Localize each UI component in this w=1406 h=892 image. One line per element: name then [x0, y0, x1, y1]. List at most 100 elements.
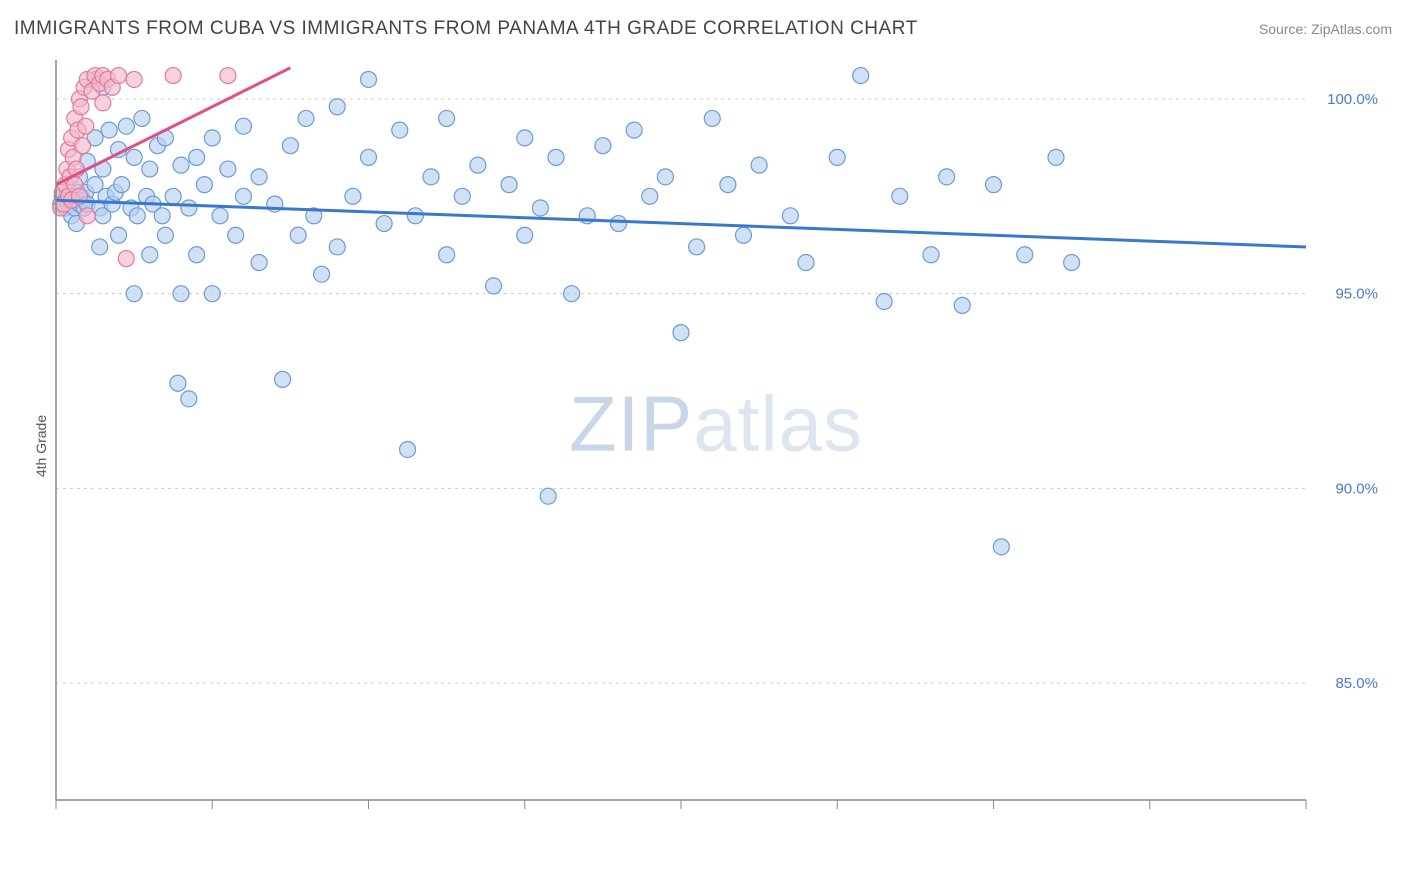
scatter-point: [134, 110, 150, 126]
scatter-point: [361, 149, 377, 165]
scatter-point: [361, 71, 377, 87]
scatter-point: [173, 157, 189, 173]
scatter-point: [282, 138, 298, 154]
scatter-point: [126, 149, 142, 165]
header: IMMIGRANTS FROM CUBA VS IMMIGRANTS FROM …: [14, 18, 1392, 40]
scatter-point: [142, 247, 158, 263]
scatter-point: [114, 177, 130, 193]
scatter-point: [345, 188, 361, 204]
scatter-point: [236, 118, 252, 134]
scatter-point: [704, 110, 720, 126]
source-prefix: Source:: [1259, 21, 1311, 37]
scatter-point: [392, 122, 408, 138]
scatter-point: [798, 255, 814, 271]
scatter-point: [181, 200, 197, 216]
scatter-point: [196, 177, 212, 193]
scatter-point: [118, 251, 134, 267]
scatter-point: [142, 161, 158, 177]
scatter-point: [642, 188, 658, 204]
scatter-point: [993, 539, 1009, 555]
scatter-point: [423, 169, 439, 185]
scatter-point: [220, 68, 236, 84]
scatter-point: [407, 208, 423, 224]
scatter-point: [892, 188, 908, 204]
scatter-point: [782, 208, 798, 224]
y-tick-label: 90.0%: [1335, 480, 1378, 497]
scatter-point: [439, 110, 455, 126]
scatter-point: [111, 227, 127, 243]
scatter-point: [236, 188, 252, 204]
y-tick-label: 95.0%: [1335, 286, 1378, 303]
scatter-point: [720, 177, 736, 193]
scatter-point: [75, 138, 91, 154]
scatter-point: [501, 177, 517, 193]
scatter-point: [189, 247, 205, 263]
scatter-point: [189, 149, 205, 165]
scatter-point: [165, 68, 181, 84]
scatter-point: [251, 169, 267, 185]
scatter-point: [853, 68, 869, 84]
scatter-point: [1064, 255, 1080, 271]
scatter-point: [154, 208, 170, 224]
source-link[interactable]: ZipAtlas.com: [1311, 21, 1392, 37]
scatter-point: [129, 208, 145, 224]
trend-line: [56, 200, 1306, 247]
scatter-point: [517, 227, 533, 243]
y-tick-label: 100.0%: [1327, 91, 1378, 108]
scatter-point: [251, 255, 267, 271]
scatter-point: [400, 441, 416, 457]
scatter-point: [486, 278, 502, 294]
page-title: IMMIGRANTS FROM CUBA VS IMMIGRANTS FROM …: [14, 18, 918, 40]
source-attribution: Source: ZipAtlas.com: [1259, 21, 1392, 37]
scatter-point: [548, 149, 564, 165]
scatter-point: [673, 325, 689, 341]
scatter-point: [290, 227, 306, 243]
scatter-point: [564, 286, 580, 302]
scatter-point: [454, 188, 470, 204]
scatter-point: [126, 71, 142, 87]
y-tick-label: 85.0%: [1335, 675, 1378, 692]
scatter-point: [1048, 149, 1064, 165]
scatter-point: [517, 130, 533, 146]
scatter-point: [212, 208, 228, 224]
scatter-point: [954, 297, 970, 313]
scatter-point: [95, 95, 111, 111]
scatter-point: [298, 110, 314, 126]
scatter-point: [275, 371, 291, 387]
scatter-point: [611, 216, 627, 232]
scatter-point: [79, 208, 95, 224]
scatter-point: [170, 375, 186, 391]
scatter-point: [204, 286, 220, 302]
scatter-chart: 85.0% 90.0% 95.0% 100.0%: [46, 50, 1386, 830]
scatter-point: [220, 161, 236, 177]
scatter-point: [181, 391, 197, 407]
chart-area: 85.0%90.0%95.0%100.0% ZIPatlas: [46, 50, 1386, 830]
scatter-point: [986, 177, 1002, 193]
scatter-point: [204, 130, 220, 146]
scatter-point: [228, 227, 244, 243]
scatter-point: [532, 200, 548, 216]
scatter-point: [111, 68, 127, 84]
scatter-point: [101, 122, 117, 138]
scatter-point: [540, 488, 556, 504]
scatter-point: [118, 118, 134, 134]
scatter-point: [595, 138, 611, 154]
scatter-point: [736, 227, 752, 243]
scatter-point: [92, 239, 108, 255]
scatter-point: [923, 247, 939, 263]
scatter-point: [876, 293, 892, 309]
scatter-point: [73, 99, 89, 115]
scatter-point: [626, 122, 642, 138]
scatter-point: [657, 169, 673, 185]
scatter-point: [126, 286, 142, 302]
scatter-point: [439, 247, 455, 263]
scatter-point: [329, 99, 345, 115]
scatter-point: [165, 188, 181, 204]
scatter-point: [157, 227, 173, 243]
scatter-point: [376, 216, 392, 232]
scatter-point: [1017, 247, 1033, 263]
scatter-point: [470, 157, 486, 173]
scatter-point: [329, 239, 345, 255]
scatter-point: [751, 157, 767, 173]
scatter-point: [939, 169, 955, 185]
